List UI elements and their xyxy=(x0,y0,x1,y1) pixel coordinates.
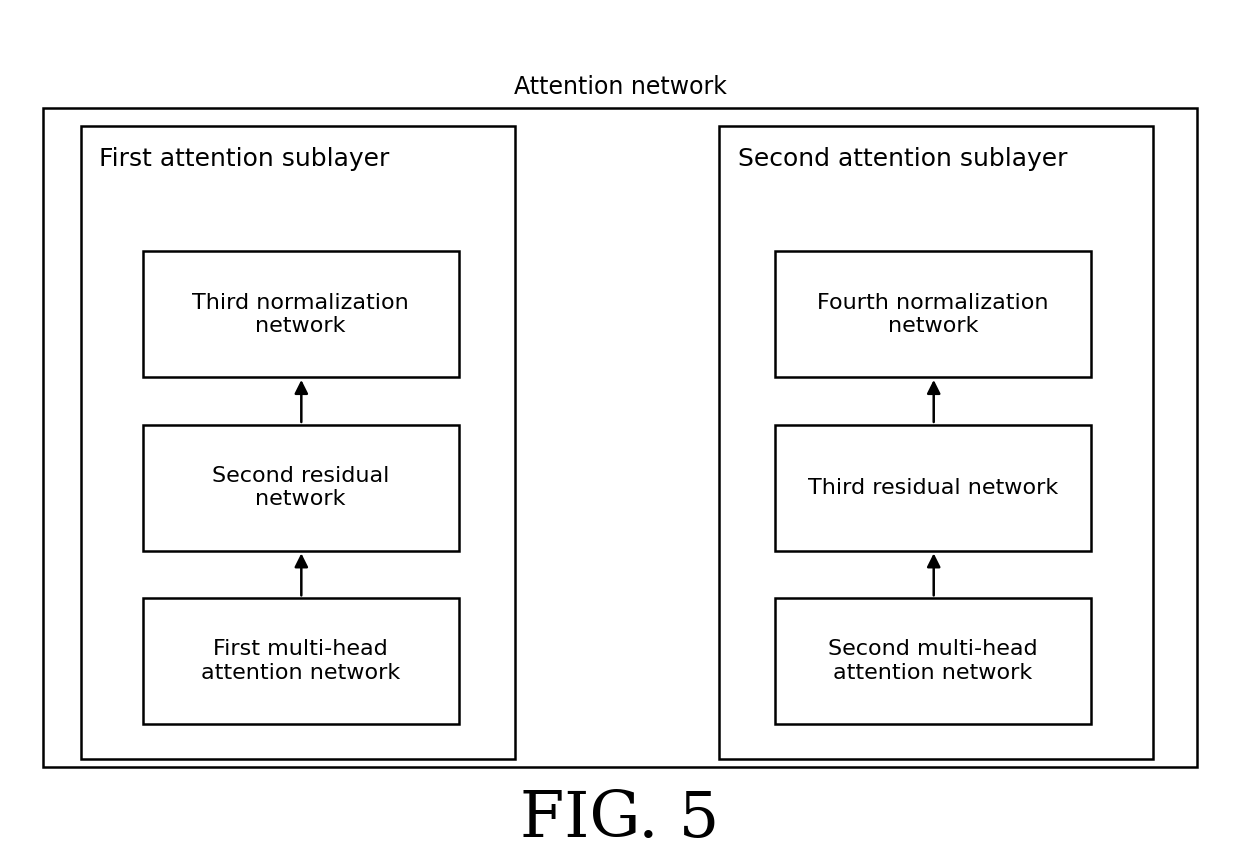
Bar xyxy=(775,251,1091,377)
Bar xyxy=(143,251,459,377)
Bar xyxy=(43,108,1197,767)
Bar xyxy=(775,425,1091,551)
Bar xyxy=(143,598,459,724)
Bar xyxy=(775,598,1091,724)
Text: Third residual network: Third residual network xyxy=(808,478,1058,498)
Text: Second residual
network: Second residual network xyxy=(212,466,389,509)
Text: Second multi-head
attention network: Second multi-head attention network xyxy=(828,640,1038,682)
Text: First attention sublayer: First attention sublayer xyxy=(99,147,389,172)
Text: Third normalization
network: Third normalization network xyxy=(192,293,409,336)
Text: Second attention sublayer: Second attention sublayer xyxy=(738,147,1068,172)
Text: Fourth normalization
network: Fourth normalization network xyxy=(817,293,1049,336)
Text: Attention network: Attention network xyxy=(513,75,727,99)
Text: FIG. 5: FIG. 5 xyxy=(521,789,719,850)
Text: First multi-head
attention network: First multi-head attention network xyxy=(201,640,401,682)
Bar xyxy=(143,425,459,551)
Bar xyxy=(81,126,515,759)
Bar xyxy=(719,126,1153,759)
